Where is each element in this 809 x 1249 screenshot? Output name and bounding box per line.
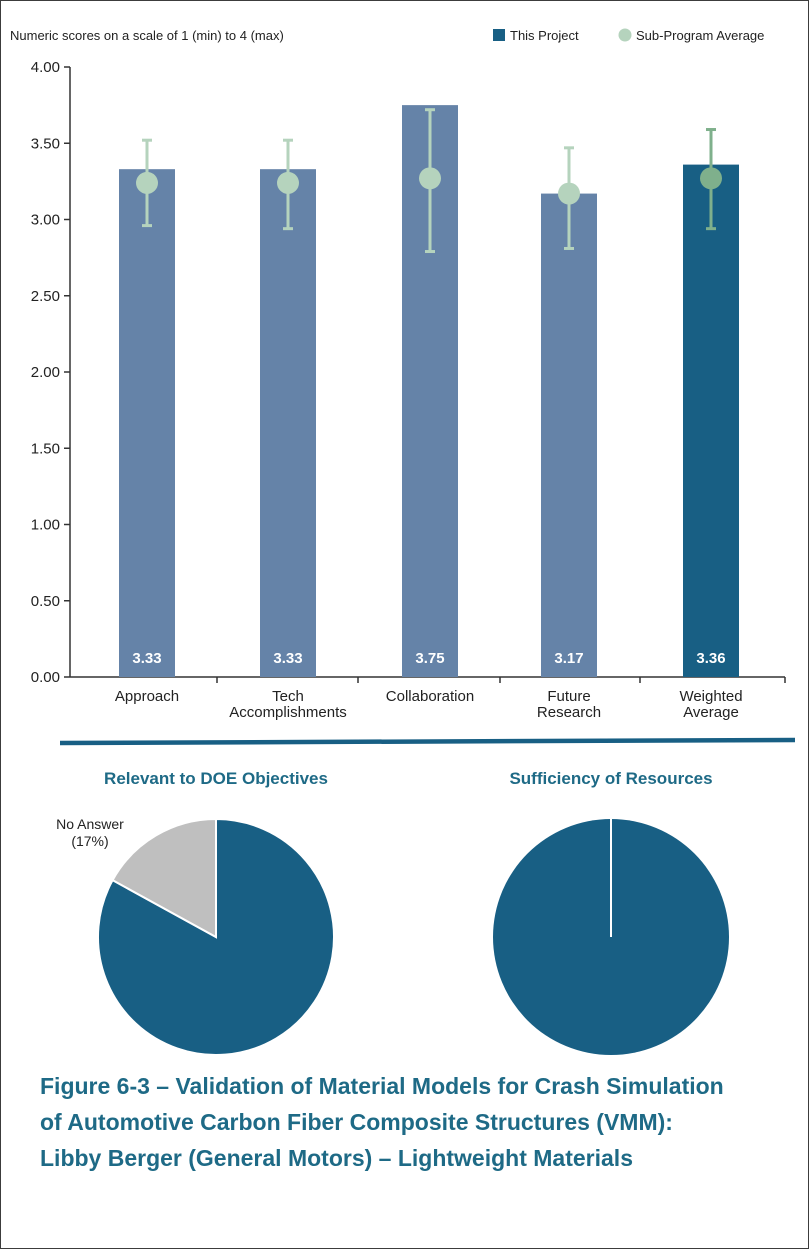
pie-label-no-answer: No Answer (56, 816, 124, 832)
y-tick-label: 2.00 (31, 364, 60, 381)
pie-charts: Relevant to DOE Objectives Sufficiency of… (56, 737, 796, 1056)
x-category-label: Future (547, 688, 590, 705)
figure-caption: Figure 6-3 – Validation of Material Mode… (40, 1068, 790, 1176)
legend-label-this-project: This Project (510, 28, 579, 43)
marker-sub-program-average (136, 171, 158, 194)
bar-this-project (541, 193, 597, 677)
x-category-label: Tech (272, 688, 304, 705)
bar-this-project (683, 164, 739, 678)
pie-title-sufficiency: Sufficiency of Resources (509, 769, 712, 788)
y-tick-label: 1.50 (31, 440, 60, 457)
bar-value-label: 3.17 (554, 650, 583, 667)
marker-sub-program-average (419, 167, 441, 190)
bar-value-label: 3.75 (415, 650, 444, 667)
chart-subtitle: Numeric scores on a scale of 1 (min) to … (10, 28, 284, 43)
x-category-label: Weighted (679, 688, 742, 705)
y-tick-label: 1.00 (31, 517, 60, 534)
bar-value-label: 3.36 (696, 650, 725, 667)
legend-marker-sub-program-average (618, 28, 632, 42)
y-tick-label: 0.00 (31, 669, 60, 686)
bar-this-project (119, 169, 175, 678)
x-category-label: Approach (115, 688, 179, 705)
y-tick-label: 0.50 (31, 593, 60, 610)
bar-value-label: 3.33 (132, 650, 161, 667)
marker-sub-program-average (558, 182, 580, 205)
y-tick-label: 2.50 (31, 288, 60, 305)
x-category-label: Accomplishments (229, 704, 347, 721)
pie-slice-relevant (111, 817, 217, 939)
caption-line: of Automotive Carbon Fiber Composite Str… (40, 1109, 673, 1135)
marker-sub-program-average (700, 167, 722, 190)
y-tick-label: 4.00 (31, 59, 60, 76)
x-category-label: Collaboration (386, 688, 474, 705)
legend-label-sub-program-average: Sub-Program Average (636, 28, 764, 43)
bar-value-label: 3.33 (273, 650, 302, 667)
bar-this-project (260, 169, 316, 678)
y-tick-label: 3.50 (31, 135, 60, 152)
section-divider (59, 737, 796, 746)
pie-title-relevant: Relevant to DOE Objectives (104, 769, 328, 788)
caption-line: Libby Berger (General Motors) – Lightwei… (40, 1145, 633, 1171)
pie-label-no-answer: (17%) (71, 833, 108, 849)
marker-sub-program-average (277, 171, 299, 194)
caption-line: Figure 6-3 – Validation of Material Mode… (40, 1073, 724, 1099)
y-tick-label: 3.00 (31, 212, 60, 229)
score-bar-chart: Numeric scores on a scale of 1 (min) to … (10, 28, 786, 721)
legend-swatch-this-project (493, 29, 505, 41)
x-category-label: Research (537, 704, 601, 721)
x-category-label: Average (683, 704, 739, 721)
